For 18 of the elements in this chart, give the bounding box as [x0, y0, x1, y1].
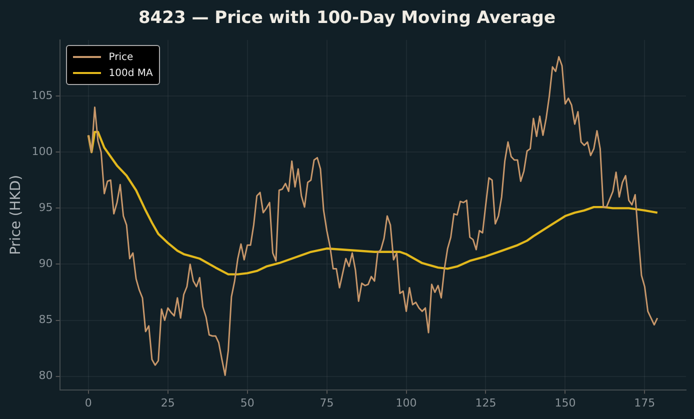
y-tick-label: 105	[32, 88, 53, 102]
chart-title: 8423 — Price with 100-Day Moving Average	[137, 8, 557, 28]
legend-label: Price	[108, 52, 134, 62]
y-axis-title: Price (HKD)	[8, 174, 24, 255]
y-tick-label: 95	[38, 201, 53, 214]
y-tick-label: 90	[38, 257, 53, 270]
x-tick-label: 100	[396, 396, 417, 410]
x-tick-label: 75	[320, 396, 334, 410]
y-tick-label: 100	[32, 144, 53, 158]
x-tick-label: 25	[160, 396, 175, 410]
x-tick-label: 50	[240, 396, 254, 410]
x-tick-label: 0	[84, 396, 92, 410]
legend-label: 100d MA	[108, 68, 153, 78]
x-tick-label: 150	[554, 396, 576, 410]
y-tick-label: 80	[38, 369, 53, 382]
x-tick-label: 125	[475, 396, 496, 410]
x-tick-label: 175	[634, 396, 656, 410]
y-tick-label: 85	[38, 313, 53, 326]
